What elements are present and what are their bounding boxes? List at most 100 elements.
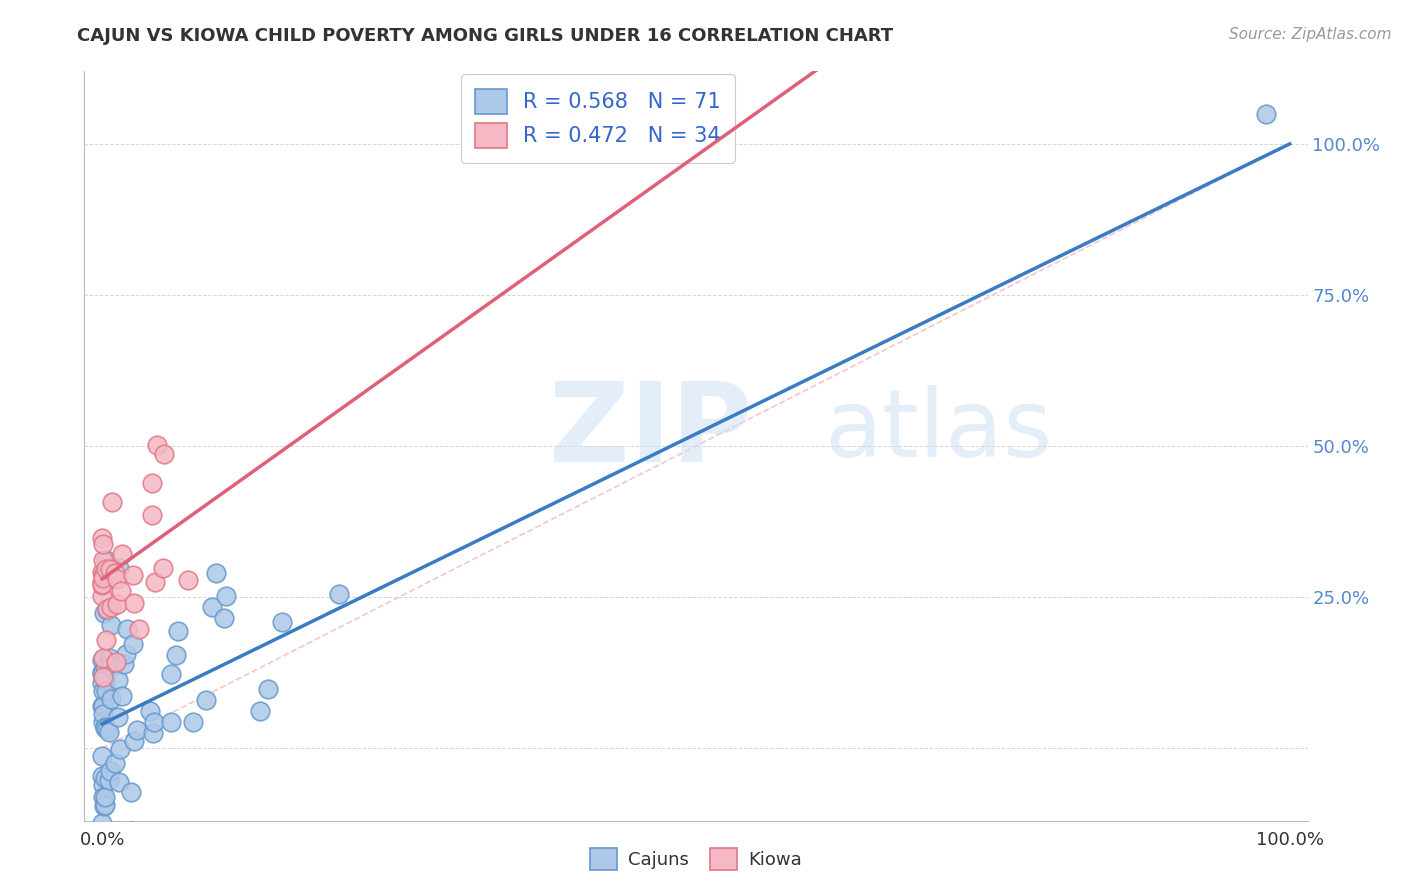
Point [141,476,163,491]
Point [91,589,114,603]
Point [94,553,117,567]
Point [101,495,124,509]
Text: Source: ZipAtlas.com: Source: ZipAtlas.com [1229,27,1392,42]
Point [107,673,129,687]
Point [98,773,121,788]
Point [91,789,114,804]
Point [91,831,114,846]
Point [91,531,114,545]
Point [91,699,114,714]
Point [127,723,149,737]
Point [91,749,114,764]
Point [91,568,114,582]
Point [91,778,114,792]
Point [167,624,190,639]
Point [93,707,115,722]
Point [91,684,114,698]
Point [108,775,131,789]
Point [98,651,121,665]
Point [100,600,122,615]
Point [91,665,114,680]
Point [194,693,217,707]
Point [257,681,280,696]
Point [160,666,183,681]
Point [141,508,163,522]
Point [94,771,117,785]
Point [97,724,120,739]
Point [91,714,114,729]
Point [94,659,117,673]
Point [91,653,114,667]
Point [115,647,138,661]
Point [177,573,200,587]
Point [100,692,122,706]
Point [96,831,118,846]
Point [93,720,115,734]
Point [96,632,118,647]
Point [91,565,114,579]
Point [132,831,155,846]
Point [93,571,115,585]
Point [96,722,118,736]
Point [91,815,114,830]
Point [94,722,117,736]
Point [96,601,118,615]
Point [145,438,167,452]
Point [100,659,122,673]
Point [138,704,160,718]
Point [94,797,117,812]
Point [143,574,166,589]
Point [91,670,114,684]
Point [201,600,224,615]
Point [94,673,117,688]
Point [111,547,134,561]
Point [94,683,117,698]
Point [112,657,135,671]
Point [108,742,131,756]
Point [108,561,131,575]
Point [100,618,122,632]
Point [328,586,350,600]
Point [122,734,145,748]
Point [205,566,228,581]
Point [120,785,142,799]
Point [111,689,134,703]
Point [91,575,114,590]
Point [91,666,114,681]
Point [122,637,145,651]
Point [104,655,127,669]
Point [96,603,118,617]
Point [128,622,150,636]
Point [122,568,145,582]
Point [160,715,183,730]
Point [94,562,117,576]
Point [110,584,132,599]
Point [91,698,114,713]
Point [1254,106,1277,120]
Point [104,566,127,581]
Point [107,709,129,723]
Point [105,572,128,586]
Point [91,576,114,591]
Point [105,597,128,611]
Point [91,675,114,690]
Point [120,824,142,838]
Legend: Cajuns, Kiowa: Cajuns, Kiowa [581,839,811,879]
Point [91,769,114,783]
Point [215,589,238,603]
Point [152,561,174,575]
Point [214,611,236,625]
Point [91,578,114,592]
Point [165,648,187,662]
Point [98,562,121,576]
Point [98,764,121,778]
Point [142,725,165,739]
Point [115,622,138,636]
Point [93,607,115,621]
Point [143,714,166,729]
Text: ZIP: ZIP [550,377,752,484]
Text: atlas: atlas [824,385,1053,477]
Text: CAJUN VS KIOWA CHILD POVERTY AMONG GIRLS UNDER 16 CORRELATION CHART: CAJUN VS KIOWA CHILD POVERTY AMONG GIRLS… [77,27,893,45]
Point [181,714,204,729]
Point [122,596,145,610]
